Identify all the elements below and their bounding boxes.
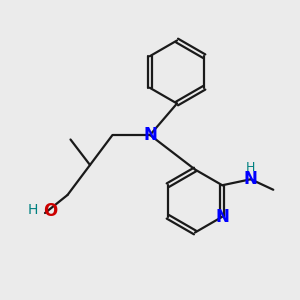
Text: N: N: [244, 170, 258, 188]
Text: N: N: [215, 208, 229, 226]
Text: H: H: [245, 161, 255, 174]
Text: N: N: [143, 126, 157, 144]
Text: O: O: [43, 202, 58, 220]
Text: H: H: [27, 203, 38, 217]
